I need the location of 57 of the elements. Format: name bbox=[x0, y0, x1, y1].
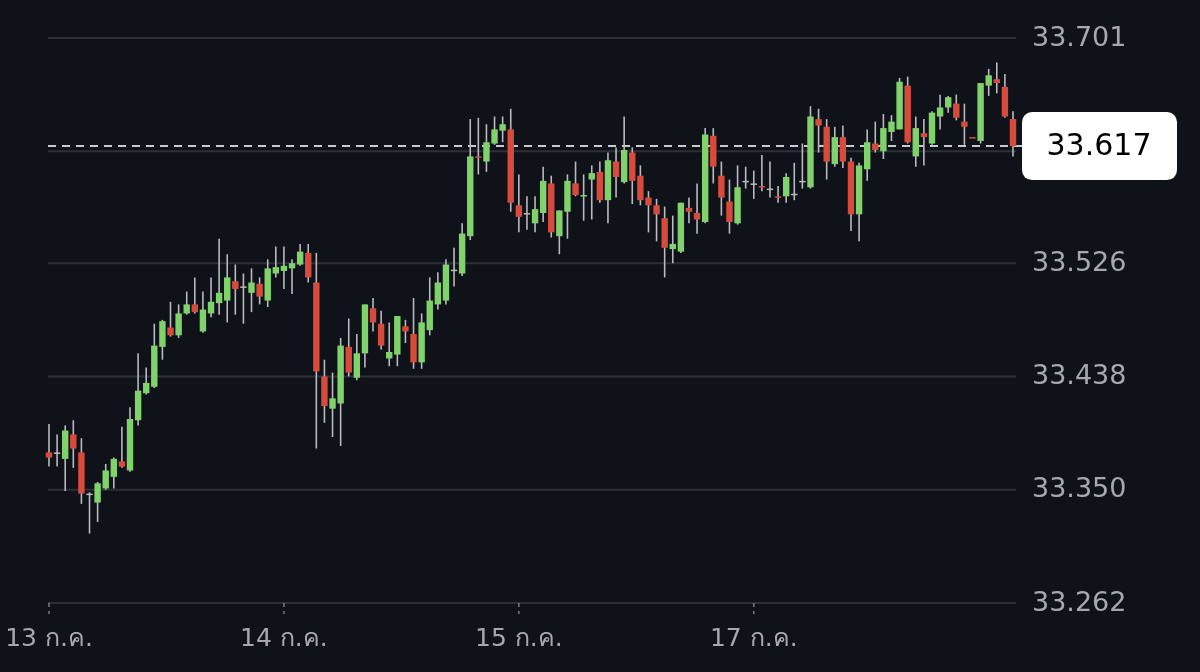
candlestick bbox=[191, 276, 199, 315]
candlestick bbox=[920, 118, 928, 167]
candlestick bbox=[718, 160, 725, 217]
candlestick bbox=[669, 214, 676, 265]
candlestick bbox=[750, 169, 757, 200]
candlestick bbox=[993, 61, 1000, 95]
candlestick bbox=[758, 154, 766, 192]
y-tick-label: 33.526 bbox=[1032, 245, 1127, 277]
candlestick bbox=[434, 271, 442, 311]
y-tick-label: 33.350 bbox=[1032, 472, 1127, 504]
candlestick bbox=[588, 164, 595, 221]
candlestick bbox=[224, 253, 231, 324]
candlestick bbox=[936, 93, 944, 131]
candlestick bbox=[272, 245, 280, 279]
y-tick-label: 33.438 bbox=[1032, 358, 1127, 390]
x-tick-label: 13 ก.ค. bbox=[5, 623, 93, 652]
ref-line-label: 33.617 bbox=[1046, 126, 1152, 162]
candlestick bbox=[815, 107, 822, 154]
candlestick bbox=[143, 366, 150, 396]
candlestick bbox=[369, 297, 377, 333]
candlestick bbox=[175, 303, 182, 339]
x-tick-label: 14 ก.ค. bbox=[240, 623, 328, 652]
candlestick bbox=[288, 258, 296, 295]
candlestick bbox=[45, 423, 53, 468]
y-tick-label: 33.701 bbox=[1032, 20, 1127, 52]
candlestick bbox=[118, 425, 126, 469]
candlestick bbox=[110, 456, 118, 490]
x-tick-label: 15 ก.ค. bbox=[475, 623, 563, 652]
candlestick bbox=[280, 245, 288, 290]
candlestick bbox=[726, 178, 733, 235]
candlestick bbox=[296, 243, 304, 267]
candlestick bbox=[199, 290, 207, 334]
candlestick bbox=[961, 102, 968, 146]
candlestick bbox=[256, 276, 263, 306]
candlestick bbox=[774, 185, 782, 204]
candlestick bbox=[402, 319, 409, 344]
candlestick bbox=[53, 433, 61, 468]
candlestick bbox=[523, 195, 531, 231]
candlestick bbox=[475, 116, 482, 176]
candlestick bbox=[653, 198, 660, 243]
y-tick-label: 33.262 bbox=[1032, 585, 1127, 617]
candlestick bbox=[183, 290, 190, 316]
candlestick bbox=[102, 463, 109, 491]
candlestick bbox=[572, 160, 579, 198]
candlestick bbox=[70, 419, 77, 469]
x-tick-label: 17 ก.ค. bbox=[709, 623, 798, 652]
candlestick bbox=[782, 172, 790, 204]
candlestick bbox=[531, 195, 539, 234]
candlestick bbox=[167, 301, 174, 338]
candlestick bbox=[377, 310, 385, 351]
candlestick bbox=[580, 173, 587, 222]
candlestick bbox=[953, 93, 960, 122]
candlestick bbox=[612, 146, 620, 199]
candlestick bbox=[240, 272, 247, 325]
candlestick bbox=[515, 173, 523, 234]
candlestick bbox=[215, 237, 223, 316]
candlestick bbox=[685, 196, 693, 225]
